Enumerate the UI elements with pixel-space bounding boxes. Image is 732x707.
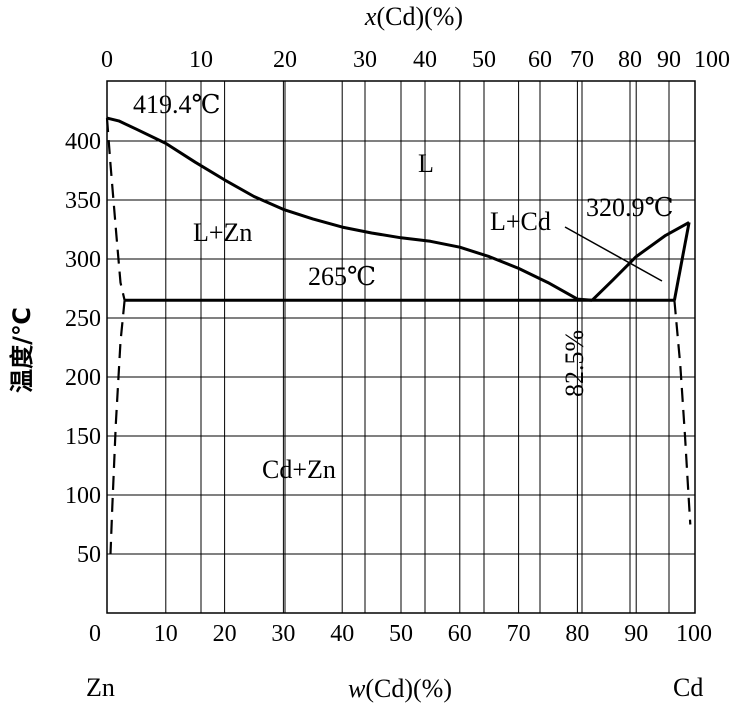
y-tick-label-400: 400 — [65, 129, 101, 155]
top-tick-label-0: 0 — [101, 47, 113, 73]
l-cd-leader-line — [564, 226, 663, 282]
y-axis-label: 温度/℃ — [8, 307, 36, 393]
bottom-tick-label-60: 60 — [448, 621, 472, 647]
phase-curve-5 — [105, 118, 126, 301]
top-tick-label-70: 70 — [570, 47, 594, 73]
y-tick-label-250: 250 — [65, 306, 101, 332]
phase-curve-6 — [109, 300, 126, 555]
zn-melting-point-label: 419.4℃ — [133, 90, 221, 119]
bottom-tick-label-30: 30 — [271, 621, 295, 647]
phase-curve-2 — [591, 221, 690, 302]
y-tick-label-150: 150 — [65, 424, 101, 450]
y-tick-label-50: 50 — [77, 542, 101, 568]
bottom-tick-label-50: 50 — [389, 621, 413, 647]
bottom-tick-label-0: 0 — [89, 621, 101, 647]
top-tick-label-80: 80 — [618, 47, 642, 73]
top-tick-label-100: 100 — [694, 47, 730, 73]
bottom-tick-label-70: 70 — [507, 621, 531, 647]
zn-end-label: Zn — [86, 673, 115, 702]
top-tick-label-50: 50 — [472, 47, 496, 73]
bottom-axis-label: w(Cd)(%) — [348, 674, 452, 703]
phase-curve-1 — [106, 116, 593, 302]
phase-label-liquid: L — [418, 149, 434, 178]
eutectic-composition-label: 82.5% — [560, 330, 589, 397]
top-tick-label-10: 10 — [189, 47, 213, 73]
top-tick-label-60: 60 — [528, 47, 552, 73]
bottom-tick-label-20: 20 — [213, 621, 237, 647]
phase-label-l-cd: L+Cd — [490, 207, 551, 236]
phase-curve-7 — [673, 300, 692, 525]
phase-curves — [105, 116, 692, 555]
bottom-tick-label-10: 10 — [154, 621, 178, 647]
phase-curve-4 — [672, 222, 691, 301]
top-tick-label-30: 30 — [353, 47, 377, 73]
grid-lines — [107, 81, 695, 613]
top-tick-label-90: 90 — [657, 47, 681, 73]
bottom-tick-label-100: 100 — [676, 621, 712, 647]
top-tick-label-40: 40 — [413, 47, 437, 73]
top-axis-label: x(Cd)(%) — [364, 2, 463, 31]
bottom-tick-label-90: 90 — [624, 621, 648, 647]
y-tick-label-200: 200 — [65, 365, 101, 391]
y-tick-label-300: 300 — [65, 247, 101, 273]
eutectic-temperature-label: 265℃ — [308, 262, 376, 291]
top-tick-label-20: 20 — [273, 47, 297, 73]
cd-melting-point-label: 320.9℃ — [586, 193, 674, 222]
annotation-lines — [564, 226, 663, 282]
cd-end-label: Cd — [673, 673, 703, 702]
bottom-tick-label-40: 40 — [330, 621, 354, 647]
bottom-tick-label-80: 80 — [565, 621, 589, 647]
phase-label-solid: Cd+Zn — [262, 455, 336, 484]
y-tick-label-350: 350 — [65, 188, 101, 214]
tick-labels: 0 10 20 30 40 50 60 70 80 90 100 0 10 20 30 40 50 60 70 80 9… — [65, 47, 730, 647]
phase-label-l-zn: L+Zn — [193, 218, 252, 247]
y-tick-label-100: 100 — [65, 483, 101, 509]
